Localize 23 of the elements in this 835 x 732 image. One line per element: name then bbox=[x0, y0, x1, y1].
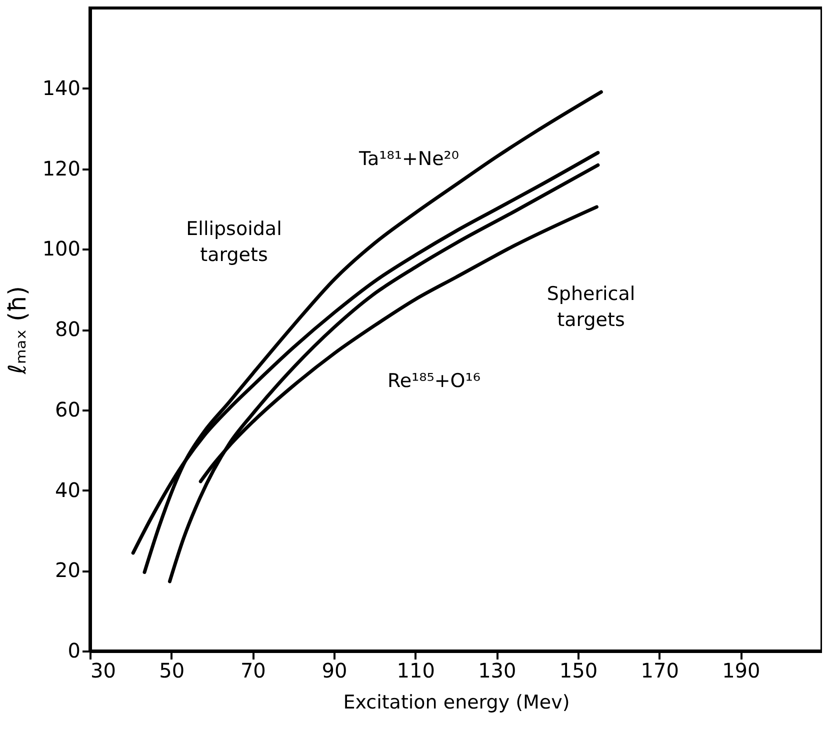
y-tick-label: 20 bbox=[55, 558, 80, 582]
y-tick-label: 0 bbox=[68, 638, 80, 662]
x-tick-label: 70 bbox=[240, 658, 266, 682]
y-tick-label: 80 bbox=[55, 317, 80, 341]
x-tick-label: 50 bbox=[159, 658, 185, 682]
y-tick-label: 140 bbox=[42, 76, 80, 100]
y-tick-label: 120 bbox=[42, 156, 80, 180]
annotation: Spherical targets bbox=[546, 283, 636, 331]
annotation: Ta¹⁸¹+Ne²⁰ bbox=[358, 148, 460, 170]
x-tick-label: 110 bbox=[396, 658, 435, 682]
y-axis-title: ℓₘₐₓ (ħ) bbox=[3, 286, 32, 375]
x-axis-title: Excitation energy (Mev) bbox=[343, 692, 570, 714]
annotation: Ellipsoidal targets bbox=[186, 218, 282, 266]
x-tick-label: 190 bbox=[722, 658, 760, 682]
y-tick-label: 40 bbox=[55, 478, 80, 502]
y-tick-label: 100 bbox=[42, 236, 80, 261]
x-tick-label: 30 bbox=[90, 658, 116, 682]
x-tick-label: 130 bbox=[478, 658, 516, 682]
x-tick-label: 90 bbox=[322, 658, 348, 682]
x-tick-label: 170 bbox=[640, 658, 679, 682]
annotation: Re¹⁸⁵+O¹⁶ bbox=[388, 370, 480, 392]
x-tick-label: 150 bbox=[559, 658, 598, 682]
y-tick-label: 60 bbox=[55, 397, 80, 422]
